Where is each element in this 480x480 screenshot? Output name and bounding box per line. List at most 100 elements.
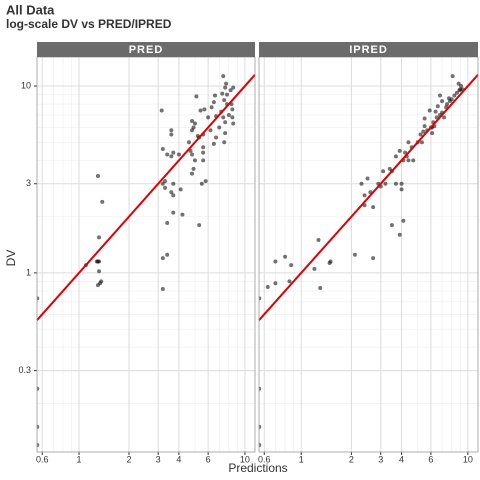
- point: [259, 424, 262, 429]
- point: [224, 81, 229, 86]
- point: [203, 179, 208, 184]
- point: [171, 150, 176, 155]
- point: [312, 266, 317, 271]
- point: [212, 93, 217, 98]
- point: [287, 279, 292, 284]
- x-tick-label: 1: [299, 454, 304, 464]
- point: [169, 128, 174, 133]
- point: [318, 286, 323, 291]
- point: [94, 259, 99, 264]
- strip-label: IPRED: [349, 44, 388, 56]
- point: [171, 193, 176, 198]
- x-tick-label: 10: [240, 454, 250, 464]
- point: [397, 232, 402, 237]
- x-tick-label: 2: [126, 454, 131, 464]
- point: [259, 442, 262, 447]
- point: [171, 210, 176, 215]
- x-tick-label: 0.6: [258, 454, 271, 464]
- point: [225, 92, 230, 97]
- point: [199, 181, 204, 186]
- point: [169, 190, 174, 195]
- point: [221, 115, 226, 120]
- point: [159, 108, 164, 113]
- point: [163, 185, 168, 190]
- point: [259, 386, 262, 391]
- point: [186, 140, 191, 145]
- point: [421, 129, 426, 134]
- point: [259, 296, 262, 301]
- point: [198, 108, 203, 113]
- strip: [37, 42, 255, 57]
- point: [450, 74, 455, 79]
- point: [359, 181, 364, 186]
- point: [434, 115, 439, 120]
- point: [160, 181, 165, 186]
- point: [190, 152, 195, 157]
- x-tick-label: 6: [428, 454, 433, 464]
- point: [95, 283, 100, 288]
- point: [422, 124, 427, 129]
- point: [371, 205, 376, 210]
- point: [411, 158, 416, 163]
- point: [381, 169, 386, 174]
- point: [37, 424, 40, 429]
- point: [231, 121, 236, 126]
- point: [459, 84, 464, 89]
- point: [352, 252, 357, 257]
- point: [457, 88, 462, 93]
- point: [226, 112, 231, 117]
- point: [403, 150, 408, 155]
- point: [273, 259, 278, 264]
- chart-title: All Data: [6, 2, 55, 17]
- point: [397, 148, 402, 153]
- point: [427, 108, 432, 113]
- point: [445, 102, 450, 107]
- point: [163, 179, 168, 184]
- point: [273, 281, 278, 286]
- point: [165, 152, 170, 157]
- point: [208, 128, 213, 133]
- point: [419, 140, 424, 145]
- point: [165, 252, 170, 257]
- point: [160, 147, 165, 152]
- identity-line: [258, 74, 479, 321]
- point: [442, 115, 447, 120]
- point: [192, 158, 197, 163]
- x-tick-label: 4: [399, 454, 404, 464]
- point: [37, 442, 40, 447]
- y-axis-title: DV: [4, 250, 18, 267]
- point: [190, 118, 195, 123]
- point: [191, 125, 196, 130]
- point: [197, 223, 202, 228]
- point: [201, 150, 206, 155]
- point: [191, 166, 196, 171]
- point: [99, 279, 104, 284]
- point: [176, 152, 181, 157]
- point: [201, 145, 206, 150]
- point: [440, 99, 445, 104]
- point: [389, 223, 394, 228]
- point: [220, 91, 225, 96]
- point: [209, 105, 214, 110]
- point: [97, 235, 102, 240]
- point: [222, 98, 227, 103]
- point: [192, 121, 197, 126]
- point: [406, 158, 411, 163]
- point: [265, 285, 270, 290]
- x-tick-label: 6: [206, 454, 211, 464]
- point: [201, 158, 206, 163]
- point: [433, 109, 438, 114]
- point: [230, 115, 235, 120]
- point: [160, 256, 165, 261]
- point: [221, 74, 226, 79]
- point: [449, 97, 454, 102]
- point: [100, 199, 105, 204]
- point: [228, 88, 233, 93]
- point: [230, 107, 235, 112]
- identity-line: [36, 74, 256, 321]
- point: [190, 171, 195, 176]
- point: [194, 94, 199, 99]
- point: [223, 131, 228, 136]
- point: [393, 181, 398, 186]
